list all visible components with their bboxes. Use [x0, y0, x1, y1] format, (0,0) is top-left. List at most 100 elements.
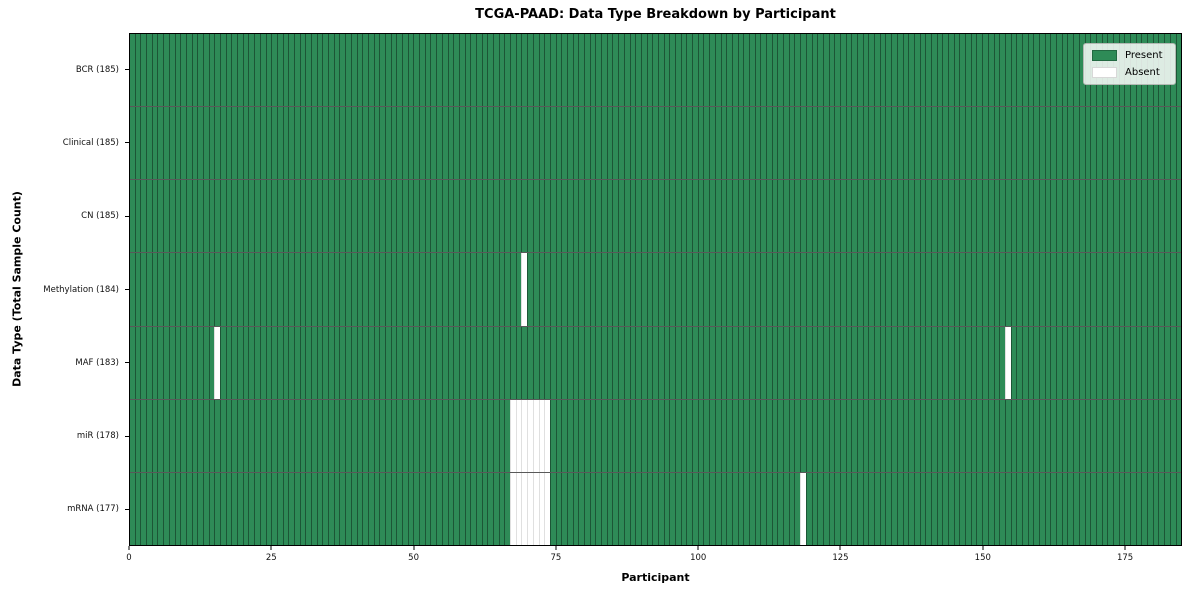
- absent-cell: [1004, 326, 1011, 399]
- present-cell: [1056, 253, 1062, 326]
- present-cell: [151, 472, 158, 545]
- present-cell: [686, 326, 693, 399]
- present-cell: [191, 180, 198, 253]
- present-cell: [976, 34, 983, 107]
- present-cell: [720, 180, 727, 253]
- present-cell: [424, 107, 431, 180]
- present-cell: [549, 180, 556, 253]
- present-cell: [276, 107, 283, 180]
- present-cell: [231, 399, 238, 472]
- present-cell: [390, 326, 397, 399]
- present-cell: [282, 34, 289, 107]
- present-cell: [242, 399, 249, 472]
- present-cell: [248, 472, 255, 545]
- present-cell: [151, 107, 158, 180]
- y-tick-mark: [125, 508, 129, 510]
- present-cell: [783, 34, 789, 107]
- present-cell: [1175, 107, 1182, 180]
- present-cell: [987, 180, 994, 253]
- present-cell: [225, 472, 232, 545]
- present-cell: [982, 253, 988, 326]
- present-cell: [993, 326, 1000, 399]
- present-cell: [1175, 399, 1182, 472]
- present-cell: [276, 253, 283, 326]
- present-cell: [874, 326, 880, 399]
- present-cell: [1158, 472, 1165, 545]
- present-cell: [1118, 399, 1125, 472]
- present-cell: [1090, 253, 1096, 326]
- present-cell: [675, 34, 681, 107]
- present-cell: [1101, 107, 1108, 180]
- present-cell: [692, 326, 698, 399]
- present-cell: [538, 326, 545, 399]
- present-cell: [373, 326, 380, 399]
- present-cell: [402, 253, 408, 326]
- present-cell: [731, 107, 738, 180]
- present-cell: [993, 180, 1000, 253]
- present-cell: [498, 399, 505, 472]
- present-cell: [817, 107, 823, 180]
- present-cell: [168, 107, 175, 180]
- present-cell: [237, 253, 243, 326]
- present-cell: [237, 107, 243, 180]
- present-cell: [925, 326, 931, 399]
- present-cell: [737, 399, 744, 472]
- present-cell: [566, 399, 573, 472]
- present-cell: [1021, 472, 1028, 545]
- present-cell: [919, 107, 926, 180]
- present-cell: [640, 399, 647, 472]
- present-cell: [743, 253, 749, 326]
- present-cell: [669, 34, 675, 107]
- present-cell: [470, 253, 476, 326]
- present-cell: [367, 34, 374, 107]
- present-cell: [458, 326, 465, 399]
- present-cell: [1118, 180, 1125, 253]
- present-cell: [902, 180, 909, 253]
- present-cell: [1073, 180, 1079, 253]
- x-tick-mark: [982, 546, 984, 550]
- present-cell: [231, 107, 238, 180]
- present-cell: [322, 472, 329, 545]
- present-cell: [1141, 472, 1148, 545]
- present-cell: [976, 107, 983, 180]
- present-cell: [601, 180, 607, 253]
- present-cell: [976, 180, 983, 253]
- present-cell: [305, 253, 311, 326]
- present-cell: [709, 107, 715, 180]
- present-cell: [527, 107, 533, 180]
- present-cell: [1107, 253, 1113, 326]
- present-cell: [652, 326, 658, 399]
- present-cell: [271, 253, 277, 326]
- present-cell: [225, 34, 232, 107]
- present-cell: [322, 180, 329, 253]
- legend-item-present: Present: [1092, 50, 1167, 61]
- present-cell: [367, 180, 374, 253]
- present-cell: [811, 107, 818, 180]
- present-cell: [709, 399, 715, 472]
- present-cell: [220, 399, 226, 472]
- present-cell: [424, 34, 431, 107]
- present-cell: [908, 399, 914, 472]
- present-cell: [458, 180, 465, 253]
- present-cell: [1090, 472, 1096, 545]
- present-cell: [1158, 107, 1165, 180]
- absent-cell: [544, 472, 550, 545]
- present-cell: [293, 107, 300, 180]
- present-cell: [885, 107, 892, 180]
- present-cell: [851, 472, 857, 545]
- present-cell: [561, 326, 567, 399]
- absent-cell: [532, 399, 539, 472]
- present-cell: [1090, 326, 1096, 399]
- present-cell: [345, 326, 351, 399]
- present-cell: [1050, 107, 1057, 180]
- present-cell: [959, 107, 966, 180]
- present-cell: [288, 107, 294, 180]
- present-cell: [817, 399, 823, 472]
- present-cell: [549, 253, 556, 326]
- present-cell: [140, 399, 147, 472]
- present-cell: [720, 326, 727, 399]
- present-cell: [441, 107, 448, 180]
- present-cell: [896, 472, 903, 545]
- present-cell: [134, 107, 141, 180]
- present-cell: [697, 253, 704, 326]
